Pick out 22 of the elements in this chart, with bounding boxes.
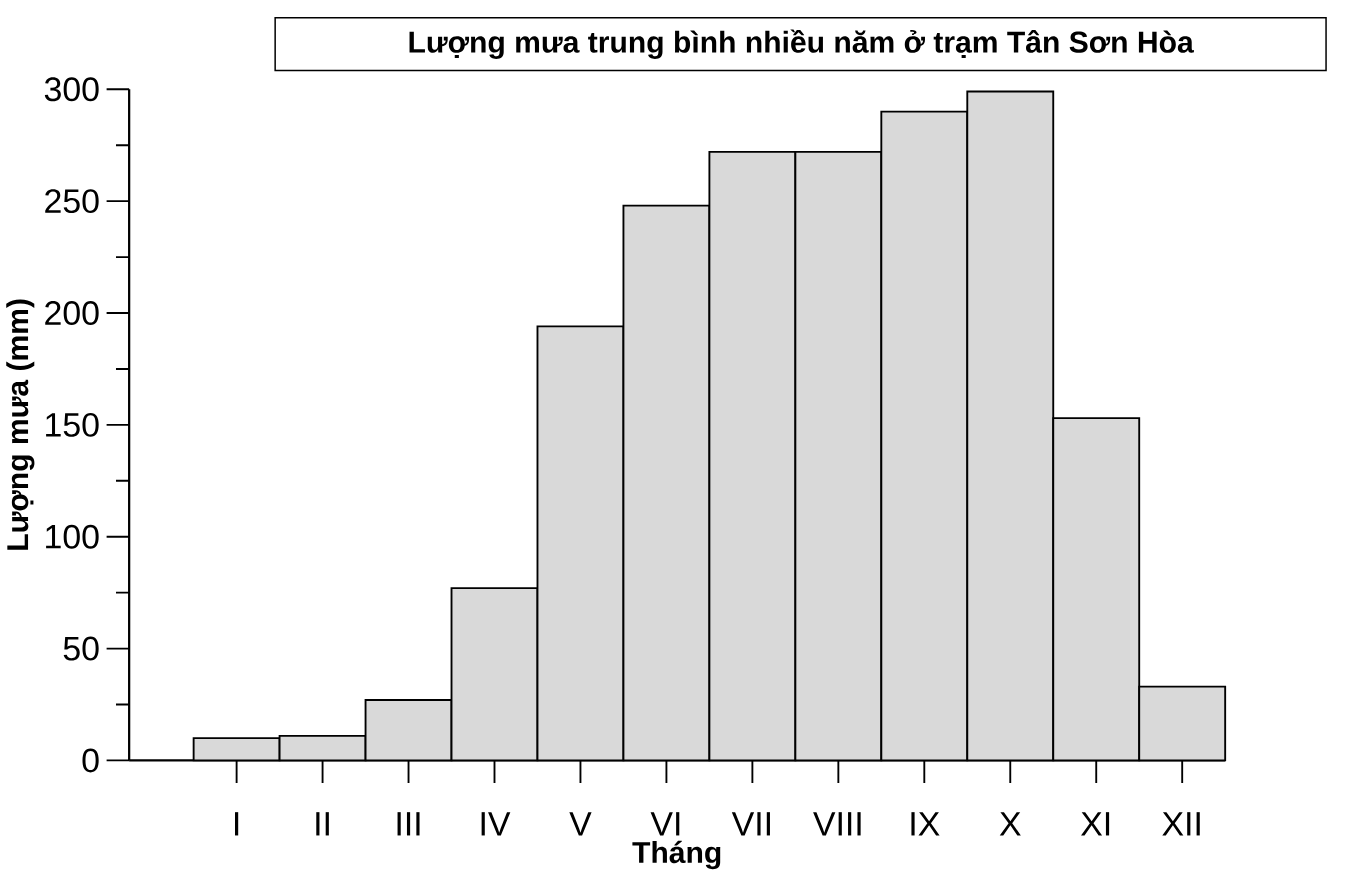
y-tick-label: 0 xyxy=(82,748,99,773)
y-tick-label: 200 xyxy=(45,300,99,325)
y-tick-label: 100 xyxy=(46,524,99,549)
y-tick-label: 300 xyxy=(44,77,99,102)
x-axis-title: Tháng xyxy=(632,840,721,870)
y-axis-title: Lượng mưa (mm) xyxy=(6,299,35,550)
y-tick-label: 150 xyxy=(46,412,99,437)
chart-title: Lượng mưa trung bình nhiều năm ở trạm Tân Sơn Hòa xyxy=(409,29,1194,59)
x-tick-label: VII xyxy=(731,812,770,836)
x-tick-label: V xyxy=(569,812,592,836)
y-tick-label: 50 xyxy=(63,636,99,661)
x-tick-label: XII xyxy=(1162,812,1200,836)
x-tick-label: III xyxy=(397,812,420,836)
y-tick-label: 250 xyxy=(45,189,99,214)
x-tick-label: IV xyxy=(481,812,511,836)
x-tick-label: I xyxy=(235,812,239,836)
x-tick-label: VI xyxy=(650,812,680,836)
x-tick-label: XI xyxy=(1081,812,1110,836)
x-tick-label: II xyxy=(316,812,329,836)
x-tick-label: X xyxy=(999,812,1021,836)
x-tick-label: IX xyxy=(911,812,940,836)
x-tick-label: VIII xyxy=(813,812,861,836)
